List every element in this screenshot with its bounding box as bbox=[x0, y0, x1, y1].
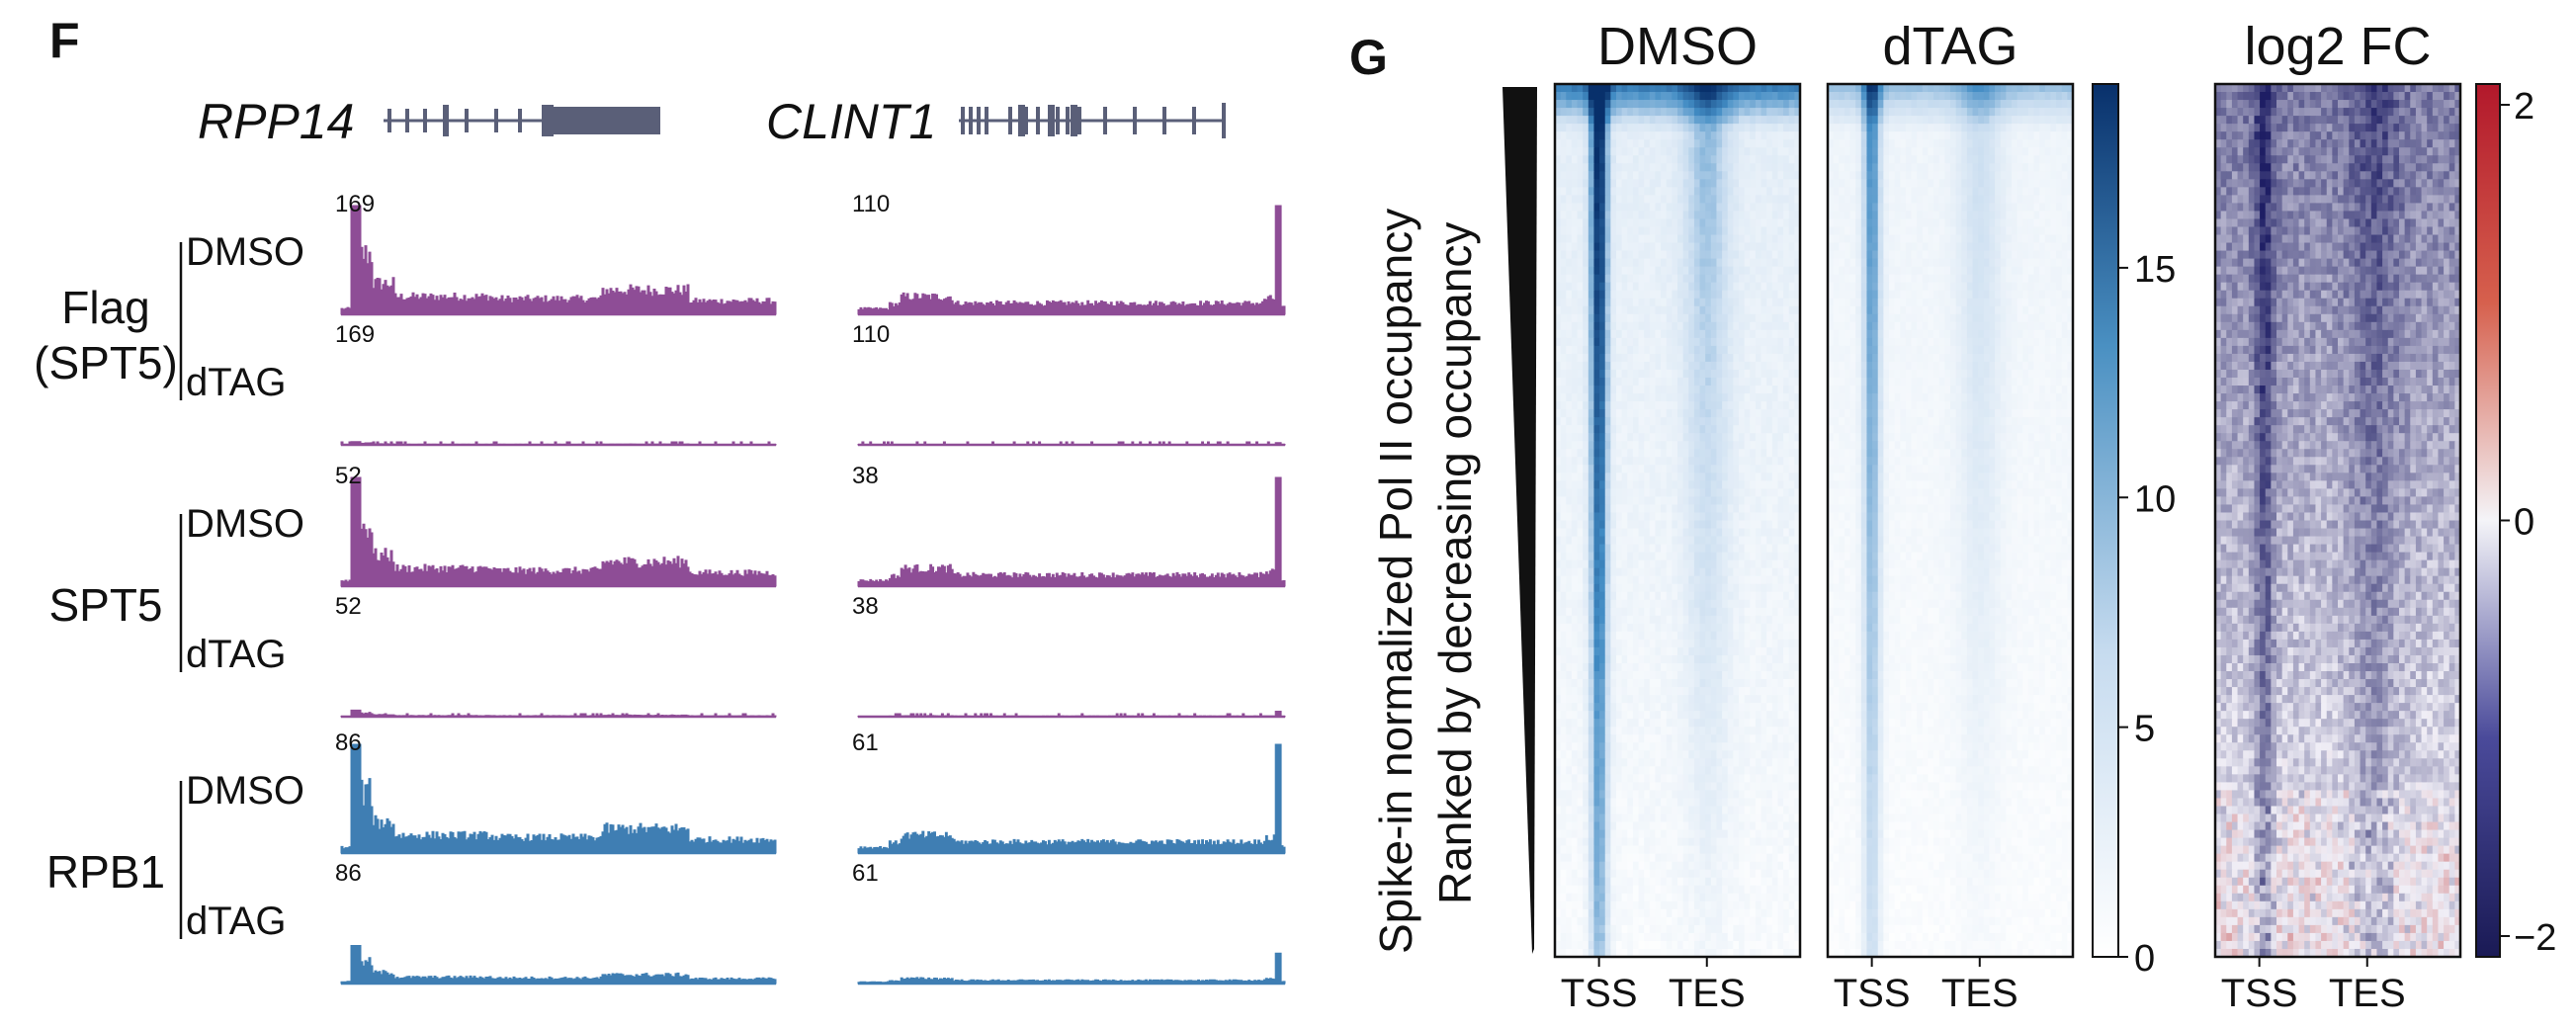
signal-profile bbox=[857, 441, 1286, 446]
condition-label: DMSO bbox=[186, 230, 304, 274]
signal-profile bbox=[340, 743, 777, 854]
heatmap-title: DMSO bbox=[1597, 17, 1758, 76]
track-group-1: SPT5 DMSO 52 38 dTAG 52 38 bbox=[48, 463, 1286, 719]
track-group-2: RPB1 DMSO 86 61 dTAG 86 61 bbox=[46, 729, 1286, 986]
condition-label: DMSO bbox=[186, 769, 304, 813]
condition-label: DMSO bbox=[186, 502, 304, 546]
heatmap-frame bbox=[1826, 82, 2075, 959]
track-scale-max: 52 bbox=[335, 593, 362, 620]
ylabel-line-1: Spike-in normalized Pol II occupancy bbox=[1370, 209, 1421, 954]
track-spt5-dmso-1: 38 bbox=[852, 463, 1286, 588]
track-flag-dmso-1: 110 bbox=[852, 191, 1286, 316]
rank-wedge bbox=[1503, 87, 1537, 954]
track-scale-max: 86 bbox=[335, 860, 362, 887]
x-tick-label: TSS bbox=[2221, 972, 2298, 1015]
panel-g-label: G bbox=[1349, 30, 1388, 85]
gene-model-rpp14 bbox=[384, 105, 660, 136]
colorbars: 15 10 5 0 2 0 −2 bbox=[2092, 83, 2556, 980]
colorbar-tick-label: 0 bbox=[2134, 938, 2155, 980]
heatmap-2: log2 FC TSS TES bbox=[2213, 17, 2462, 1015]
track-spt5-dtag-1: 38 bbox=[852, 593, 1286, 719]
heatmaps: DMSO TSS TES dTAG TSS TES log2 FC TSS TES bbox=[1553, 17, 2462, 1015]
heatmap-0: DMSO TSS TES bbox=[1553, 17, 1802, 1015]
group-label: (SPT5) bbox=[34, 337, 178, 388]
heatmap-title: dTAG bbox=[1882, 17, 2018, 76]
colorbar-tick-label: −2 bbox=[2514, 917, 2556, 959]
group-label: Flag bbox=[61, 282, 149, 333]
track-scale-max: 61 bbox=[852, 860, 879, 887]
gene-name-clint1: CLINT1 bbox=[766, 94, 936, 149]
track-scale-max: 169 bbox=[335, 191, 375, 217]
track-scale-max: 38 bbox=[852, 463, 879, 489]
signal-profile bbox=[340, 945, 777, 985]
signal-profile bbox=[857, 743, 1286, 854]
colorbar-tick-label: 5 bbox=[2134, 709, 2155, 750]
heatmap-frame bbox=[2213, 82, 2462, 959]
track-scale-max: 86 bbox=[335, 729, 362, 756]
track-rpb1-dmso-1: 61 bbox=[852, 729, 1286, 855]
track-scale-max: 61 bbox=[852, 729, 879, 756]
signal-profile bbox=[857, 205, 1286, 315]
track-scale-max: 110 bbox=[852, 191, 890, 217]
condition-label: dTAG bbox=[186, 633, 287, 676]
x-tick-label: TSS bbox=[1561, 972, 1638, 1015]
colorbar-tick-label: 15 bbox=[2134, 249, 2176, 291]
track-rpb1-dtag-1: 61 bbox=[852, 860, 1286, 986]
x-tick-label: TSS bbox=[1834, 972, 1911, 1015]
track-rpb1-dmso-0: 86 bbox=[335, 729, 777, 855]
panel-f-label: F bbox=[49, 13, 80, 68]
track-spt5-dtag-0: 52 bbox=[335, 593, 777, 719]
condition-label: dTAG bbox=[186, 361, 287, 404]
group-label: SPT5 bbox=[48, 579, 162, 631]
heatmap-frame bbox=[1553, 82, 1802, 959]
track-group-0: Flag(SPT5) DMSO 169 110 dTAG 169 110 bbox=[34, 191, 1286, 447]
track-flag-dtag-0: 169 bbox=[335, 321, 777, 447]
condition-label: dTAG bbox=[186, 900, 287, 943]
x-tick-label: TES bbox=[2329, 972, 2406, 1015]
track-flag-dtag-1: 110 bbox=[852, 321, 1286, 447]
heatmap-title: log2 FC bbox=[2244, 17, 2431, 76]
ylabel-line-2: Ranked by decreasing occupancy bbox=[1429, 222, 1481, 904]
signal-profile bbox=[340, 205, 777, 315]
signal-profile bbox=[857, 952, 1286, 985]
gene-name-rpp14: RPP14 bbox=[198, 94, 354, 149]
heatmap-1: dTAG TSS TES bbox=[1826, 17, 2075, 1015]
track-scale-max: 38 bbox=[852, 593, 879, 620]
signal-profile bbox=[340, 476, 777, 587]
track-rpb1-dtag-0: 86 bbox=[335, 860, 777, 986]
track-groups: Flag(SPT5) DMSO 169 110 dTAG 169 110 SPT5 DMSO 52… bbox=[34, 191, 1286, 986]
gene-models bbox=[384, 103, 1226, 138]
signal-profile bbox=[857, 476, 1286, 587]
gene-model-clint1 bbox=[959, 103, 1226, 138]
colorbar-tick-label: 0 bbox=[2514, 502, 2534, 544]
track-scale-max: 110 bbox=[852, 321, 890, 348]
colorbar-log2fc: 2 0 −2 bbox=[2475, 83, 2556, 959]
colorbar-occupancy: 15 10 5 0 bbox=[2092, 83, 2176, 980]
x-tick-label: TES bbox=[1669, 972, 1746, 1015]
colorbar-tick-label: 10 bbox=[2134, 478, 2176, 520]
track-spt5-dmso-0: 52 bbox=[335, 463, 777, 588]
track-flag-dmso-0: 169 bbox=[335, 191, 777, 316]
x-tick-label: TES bbox=[1941, 972, 2018, 1015]
group-label: RPB1 bbox=[46, 846, 165, 898]
track-scale-max: 169 bbox=[335, 321, 375, 348]
colorbar-tick-label: 2 bbox=[2514, 86, 2534, 128]
track-scale-max: 52 bbox=[335, 463, 362, 489]
